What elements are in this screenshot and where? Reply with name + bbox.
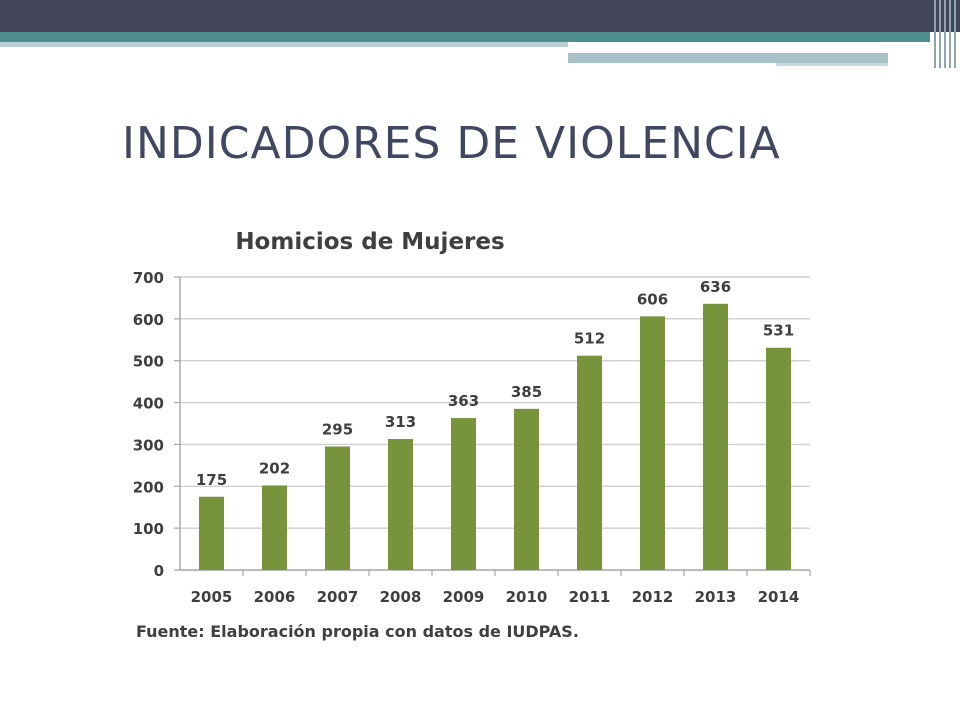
y-tick-label: 500 (133, 353, 164, 371)
header-pale-stripe (0, 42, 568, 47)
data-label: 313 (385, 413, 416, 431)
x-tick-label: 2009 (443, 588, 485, 606)
page-title: INDICADORES DE VIOLENCIA (122, 118, 781, 169)
header-accent-stripe (0, 32, 930, 42)
bar-2007 (325, 446, 350, 570)
data-label: 512 (574, 330, 605, 348)
data-label: 363 (448, 392, 479, 410)
bar-2009 (451, 418, 476, 570)
data-label: 636 (700, 278, 731, 296)
y-tick-label: 100 (133, 520, 164, 538)
bar-2012 (640, 316, 665, 570)
bar-2005 (199, 496, 224, 570)
x-tick-label: 2008 (380, 588, 422, 606)
x-tick-label: 2014 (758, 588, 800, 606)
data-label: 295 (322, 421, 353, 439)
data-label: 531 (763, 322, 794, 340)
bar-2010 (514, 408, 539, 570)
y-tick-label: 200 (133, 478, 164, 496)
x-tick-label: 2007 (317, 588, 359, 606)
bar-2011 (577, 355, 602, 570)
header-bar (0, 0, 960, 32)
x-tick-label: 2005 (191, 588, 233, 606)
y-tick-label: 600 (133, 311, 164, 329)
y-tick-label: 400 (133, 395, 164, 413)
x-tick-label: 2011 (569, 588, 611, 606)
header-pale-stripe-thin (776, 63, 888, 66)
data-label: 175 (196, 471, 227, 489)
chart-title: Homicios de Mujeres (235, 229, 504, 255)
bar-2013 (703, 303, 728, 570)
header-pale-stripe-right (568, 53, 888, 63)
x-tick-label: 2013 (695, 588, 737, 606)
header-edge-decoration (930, 0, 960, 68)
data-label: 606 (637, 290, 668, 308)
y-tick-label: 700 (133, 269, 164, 287)
chart-source-note: Fuente: Elaboración propia con datos de … (136, 622, 579, 641)
y-tick-label: 0 (154, 562, 164, 580)
chart-container: Homicios de Mujeres 0 100 200 300 400 500 600 70… (110, 210, 830, 660)
bar-chart: Homicios de Mujeres 0 100 200 300 400 500 600 70… (133, 229, 811, 606)
x-tick-label: 2006 (254, 588, 296, 606)
x-tick-label: 2010 (506, 588, 548, 606)
y-tick-label: 300 (133, 436, 164, 454)
data-label: 385 (511, 383, 542, 401)
data-label: 202 (259, 459, 290, 477)
bar-2008 (388, 438, 413, 570)
bar-2014 (766, 347, 791, 570)
bar-2006 (262, 485, 287, 570)
x-tick-label: 2012 (632, 588, 674, 606)
